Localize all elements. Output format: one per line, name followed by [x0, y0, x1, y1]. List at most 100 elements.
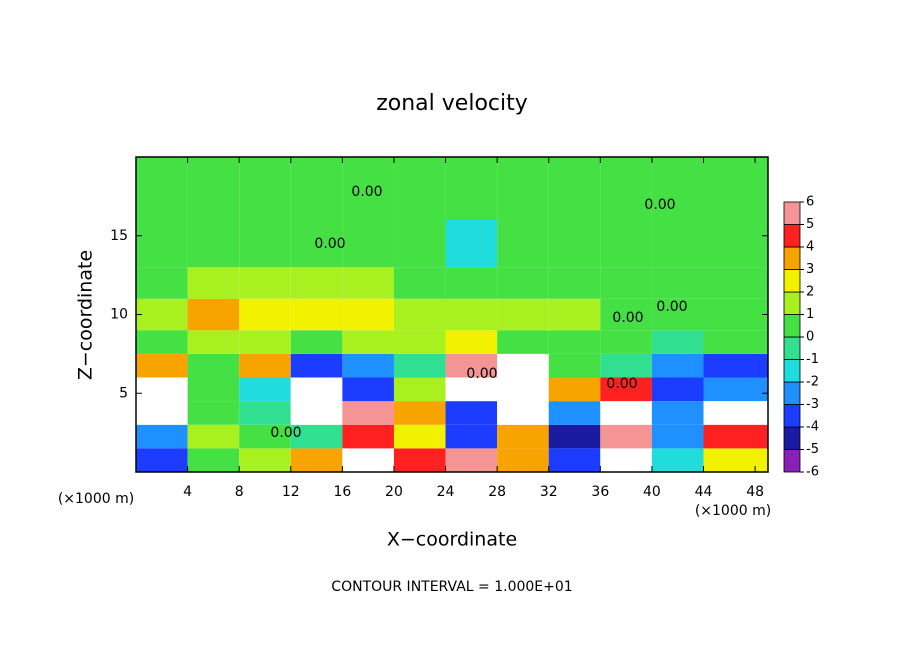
footer-note: CONTOUR INTERVAL = 1.000E+01 — [331, 579, 572, 595]
heatmap-cell — [187, 353, 240, 378]
heatmap-cell — [290, 330, 343, 354]
contour-label: 0.00 — [644, 197, 675, 213]
y-axis-label: Z−coordinate — [75, 250, 97, 380]
colorbar-label: 6 — [806, 195, 814, 210]
heatmap-cell — [136, 448, 188, 472]
heatmap-cell — [239, 157, 291, 220]
heatmap-cell — [703, 353, 768, 378]
heatmap-cell — [187, 267, 240, 299]
heatmap-cell — [290, 353, 343, 378]
x-tick-label: 48 — [746, 484, 764, 500]
y-unit-label: (×1000 m) — [58, 491, 134, 507]
x-tick-label: 40 — [643, 484, 661, 500]
x-unit-label: (×1000 m) — [695, 503, 771, 519]
heatmap-cell — [136, 267, 188, 299]
colorbar-label: -2 — [806, 375, 819, 390]
heatmap-cell — [239, 448, 291, 472]
heatmap-cell — [703, 267, 768, 299]
heatmap-cell — [290, 298, 343, 331]
colorbar-band — [783, 314, 801, 338]
heatmap-cell — [393, 353, 446, 378]
heatmap-cell — [342, 157, 394, 220]
heatmap-cell — [342, 448, 394, 472]
overlay: 0.000.000.000.000.000.000.000.004 8 12 16 20… — [110, 156, 819, 500]
heatmap-cell — [548, 298, 601, 331]
x-tick-label: 16 — [333, 484, 351, 500]
heatmap-cell — [600, 448, 652, 472]
heatmap-cell — [136, 157, 188, 220]
heatmap-cell — [600, 401, 652, 425]
colorbar-label: 2 — [806, 285, 814, 300]
heatmap-cell — [290, 377, 343, 402]
contour-label: 0.00 — [656, 299, 687, 315]
heatmap-cell — [393, 298, 446, 331]
heatmap-cell — [600, 220, 652, 268]
colorbar-band — [783, 269, 801, 293]
heatmap-cell — [342, 401, 394, 425]
heatmap-cell — [445, 424, 498, 449]
colorbar-label: 3 — [806, 262, 814, 277]
heatmap-cell — [136, 377, 188, 402]
colorbar-label: -3 — [806, 397, 819, 412]
heatmap-cell — [239, 377, 291, 402]
heatmap-cell — [136, 424, 188, 449]
heatmap-cell — [290, 448, 343, 472]
x-axis-label: X−coordinate — [387, 529, 517, 551]
heatmap-cell — [290, 157, 343, 220]
x-tick-label: 24 — [437, 484, 455, 500]
heatmap-cell — [497, 377, 549, 402]
heatmap-cell — [651, 424, 704, 449]
heatmap-cell — [342, 330, 394, 354]
heatmap-cell — [136, 298, 188, 331]
heatmap-cell — [239, 330, 291, 354]
heatmap-cell — [393, 377, 446, 402]
heatmap-cell — [548, 267, 601, 299]
heatmap-cell — [445, 330, 498, 354]
heatmap-cell — [187, 298, 240, 331]
heatmap-cell — [703, 220, 768, 268]
heatmap-cell — [393, 267, 446, 299]
heatmap-cell — [548, 330, 601, 354]
heatmap-cell — [548, 424, 601, 449]
heatmap-cell — [187, 330, 240, 354]
chart-title: zonal velocity — [376, 91, 528, 116]
heatmap-cell — [342, 377, 394, 402]
colorbar-band — [783, 336, 801, 360]
heatmap-cell — [497, 353, 549, 378]
heatmap-cell — [445, 298, 498, 331]
colorbar-band — [783, 246, 801, 270]
heatmap-cell — [445, 448, 498, 472]
heatmap-cell — [600, 298, 652, 331]
colorbar-label: -4 — [806, 420, 819, 435]
heatmap-cell — [393, 330, 446, 354]
x-tick-label: 8 — [235, 484, 244, 500]
colorbar-band — [783, 449, 801, 473]
heatmap-cell — [445, 220, 498, 268]
y-tick-label: 15 — [110, 228, 128, 244]
heatmap-cell — [445, 157, 498, 220]
heatmap-cell — [290, 401, 343, 425]
heatmap-cell — [342, 424, 394, 449]
heatmap-cell — [548, 353, 601, 378]
heatmap-cell — [239, 298, 291, 331]
heatmap-cell — [703, 330, 768, 354]
x-tick-label: 4 — [183, 484, 192, 500]
contour-label: 0.00 — [606, 376, 637, 392]
x-tick-label: 36 — [591, 484, 609, 500]
heatmap-cell — [548, 220, 601, 268]
colorbar-band — [783, 426, 801, 450]
heatmap-cell — [342, 220, 394, 268]
heatmap-cell — [651, 330, 704, 354]
heatmap-cell — [703, 401, 768, 425]
heatmap-cell — [136, 401, 188, 425]
contour-label: 0.00 — [351, 184, 382, 200]
heatmap-cell — [187, 424, 240, 449]
x-tick-label: 28 — [488, 484, 506, 500]
colorbar-label: -6 — [806, 465, 819, 480]
heatmap-cell — [703, 157, 768, 220]
heatmap-cell — [651, 448, 704, 472]
heatmap-cell — [239, 424, 291, 449]
contour-label: 0.00 — [612, 310, 643, 326]
heatmap-cell — [393, 157, 446, 220]
